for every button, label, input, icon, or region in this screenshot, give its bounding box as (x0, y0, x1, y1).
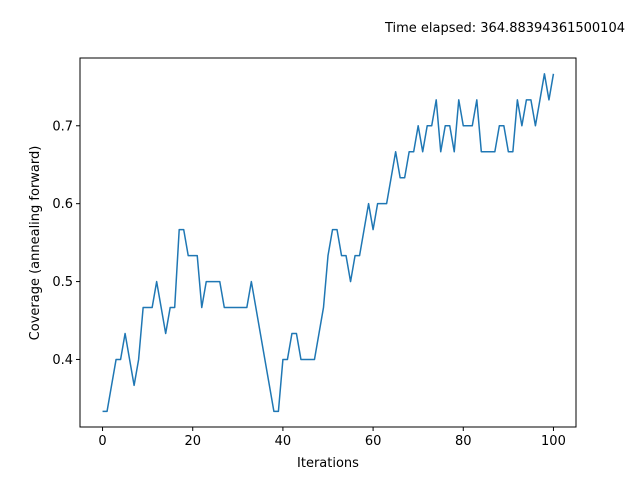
x-tick-label: 100 (541, 434, 566, 449)
y-axis-label: Coverage (annealing forward) (28, 146, 43, 341)
x-tick-label: 60 (365, 434, 382, 449)
y-axis: 0.4 0.5 0.6 0.7 (52, 119, 80, 368)
series-line-coverage (102, 73, 555, 413)
x-tick-label: 40 (275, 434, 292, 449)
axes-frame (79, 57, 577, 428)
y-tick-label: 0.5 (52, 275, 73, 290)
x-tick-label: 20 (184, 434, 201, 449)
chart-title: Time elapsed: 364.88394361500104 (384, 21, 625, 36)
x-tick-label: 80 (455, 434, 472, 449)
y-tick-label: 0.4 (52, 353, 73, 368)
x-tick-label: 0 (98, 434, 106, 449)
plot-area (102, 73, 555, 413)
y-tick-label: 0.6 (52, 197, 73, 212)
x-axis: 0 20 40 60 80 100 (98, 427, 566, 449)
x-axis-label: Iterations (297, 456, 359, 471)
y-tick-label: 0.7 (52, 119, 73, 134)
